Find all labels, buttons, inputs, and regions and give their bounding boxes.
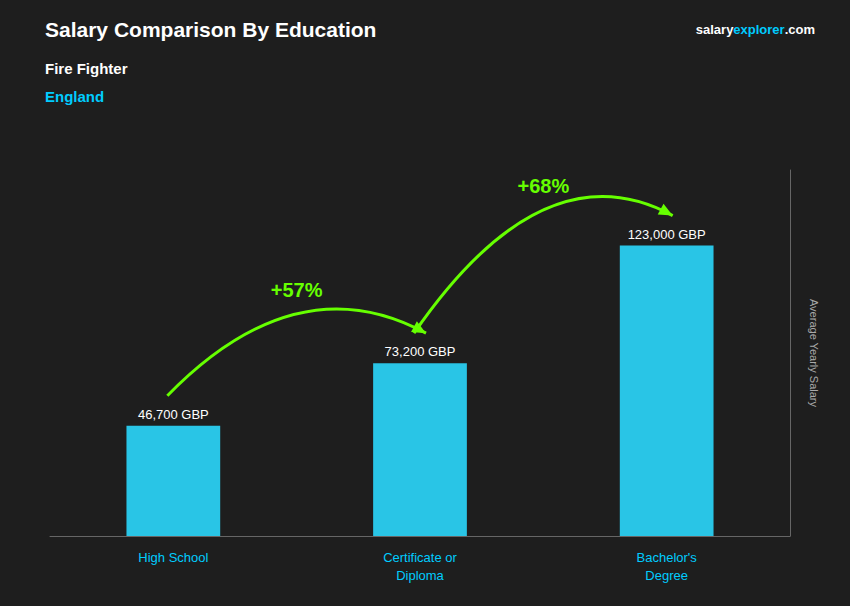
svg-text:+68%: +68% [517,175,569,197]
svg-text:Bachelor's: Bachelor's [637,550,698,565]
svg-text:+57%: +57% [271,279,323,301]
svg-text:Salary Comparison By Education: Salary Comparison By Education [45,18,376,41]
svg-text:46,700 GBP: 46,700 GBP [138,407,209,422]
svg-text:123,000 GBP: 123,000 GBP [628,227,706,242]
svg-text:Diploma: Diploma [396,568,444,583]
svg-text:High School: High School [138,550,208,565]
svg-text:Average Yearly Salary: Average Yearly Salary [808,299,820,408]
svg-text:Degree: Degree [645,568,688,583]
svg-text:salary: salary [696,22,734,37]
svg-text:explorer: explorer [733,22,784,37]
svg-text:.com: .com [785,22,815,37]
svg-text:73,200 GBP: 73,200 GBP [385,344,456,359]
svg-text:Certificate or: Certificate or [383,550,457,565]
svg-text:England: England [45,88,104,105]
svg-text:Fire Fighter: Fire Fighter [45,60,128,77]
